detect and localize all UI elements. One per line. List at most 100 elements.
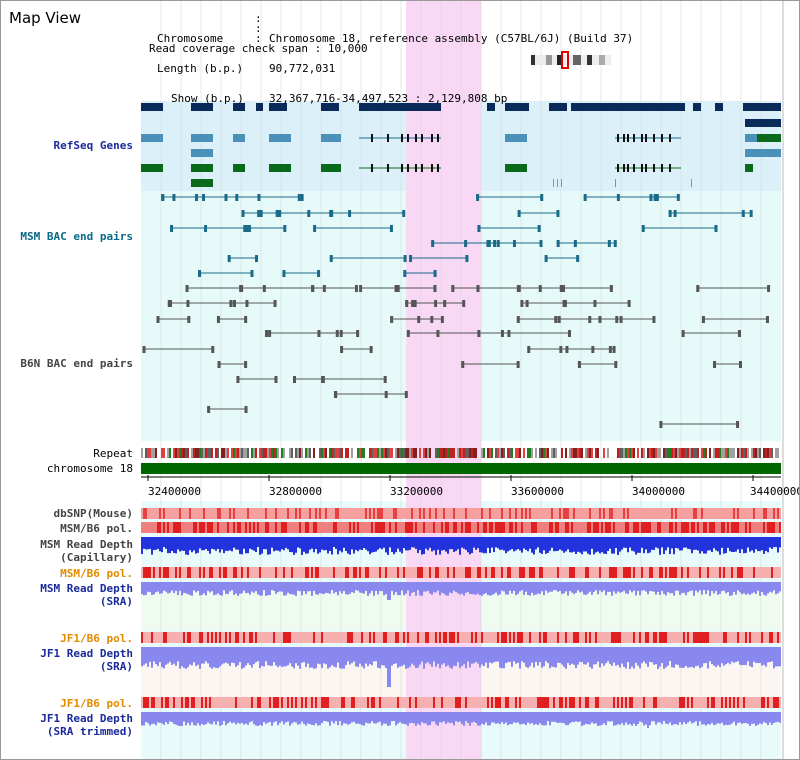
jf1-trim-depth bbox=[717, 712, 719, 724]
label-msm-b6-pol-2[interactable]: MSM/B6 pol. bbox=[60, 567, 133, 580]
msm-cap-depth bbox=[549, 537, 551, 551]
msm-pol-heat bbox=[643, 522, 645, 533]
msm-pol2-heat bbox=[749, 567, 751, 578]
label-b6n-bac[interactable]: B6N BAC end pairs bbox=[20, 357, 133, 370]
jf1-sra-depth bbox=[703, 647, 705, 664]
msm-cap-depth bbox=[515, 537, 517, 551]
dbsnp-heat bbox=[415, 508, 417, 519]
dbsnp-heat bbox=[335, 508, 337, 519]
jf1-sra-depth bbox=[681, 647, 683, 668]
msm-pol-heat bbox=[225, 522, 227, 533]
repeat-mark bbox=[483, 448, 485, 458]
jf1-trim-depth bbox=[371, 712, 373, 722]
repeat-mark bbox=[555, 448, 557, 458]
jf1-sra-depth bbox=[423, 647, 425, 669]
msm-pol-heat bbox=[253, 522, 255, 533]
jf1-trim-depth bbox=[403, 712, 405, 724]
dbsnp-heat bbox=[281, 508, 283, 519]
jf1-pol2-heat bbox=[289, 697, 291, 708]
msm-cap-depth bbox=[317, 537, 319, 554]
jf1-sra-depth bbox=[359, 647, 361, 664]
repeat-mark bbox=[437, 448, 439, 458]
msm-pol-heat bbox=[659, 522, 661, 533]
label-dbsnp[interactable]: dbSNP(Mouse) bbox=[53, 507, 133, 520]
msm-pol-heat bbox=[185, 522, 187, 533]
b6n-bac-pair-end bbox=[527, 346, 531, 353]
dbsnp-heat bbox=[707, 508, 709, 519]
label-jf1-b6-pol-1[interactable]: JF1/B6 pol. bbox=[60, 632, 133, 645]
label-msm-bac[interactable]: MSM BAC end pairs bbox=[20, 230, 133, 243]
label-msm-depth-sra-1[interactable]: MSM Read Depth bbox=[40, 582, 133, 595]
jf1-pol-heat bbox=[337, 632, 339, 643]
msm-pol-heat bbox=[399, 522, 401, 533]
jf1-pol-heat bbox=[625, 632, 627, 643]
jf1-sra-depth bbox=[379, 647, 381, 669]
label-jf1-depth-trim-1[interactable]: JF1 Read Depth bbox=[40, 712, 133, 725]
jf1-pol-heat bbox=[721, 632, 723, 643]
jf1-pol-heat bbox=[281, 632, 283, 643]
jf1-sra-depth bbox=[289, 647, 291, 664]
msm-pol2-heat bbox=[455, 567, 457, 578]
b6n-bac-pair-end bbox=[359, 285, 363, 292]
label-jf1-b6-pol-2[interactable]: JF1/B6 pol. bbox=[60, 697, 133, 710]
msm-pol-heat bbox=[363, 522, 365, 533]
label-refseq-genes[interactable]: RefSeq Genes bbox=[53, 139, 133, 152]
gene-exon bbox=[141, 103, 163, 111]
msm-bac-pair-end bbox=[241, 210, 245, 217]
b6n-bac-pair-end bbox=[565, 346, 569, 353]
msm-sra-depth bbox=[439, 582, 441, 596]
msm-sra-depth bbox=[779, 582, 781, 592]
msm-pol2-heat bbox=[603, 567, 605, 578]
jf1-pol2-heat bbox=[415, 697, 417, 708]
msm-pol2-heat bbox=[381, 567, 383, 578]
msm-cap-depth bbox=[415, 537, 417, 549]
jf1-sra-depth bbox=[727, 647, 729, 663]
label-msm-depth-cap-1[interactable]: MSM Read Depth bbox=[40, 538, 133, 551]
dbsnp-heat bbox=[495, 508, 497, 519]
msm-pol-heat bbox=[281, 522, 283, 533]
msm-pol-heat bbox=[681, 522, 683, 533]
label-repeat[interactable]: Repeat bbox=[93, 447, 133, 460]
jf1-trim-depth bbox=[501, 712, 503, 723]
dbsnp-heat bbox=[445, 508, 447, 519]
msm-pol2-heat bbox=[485, 567, 487, 578]
msm-pol2-heat bbox=[757, 567, 759, 578]
jf1-pol-heat bbox=[711, 632, 713, 643]
dbsnp-heat bbox=[731, 508, 733, 519]
msm-cap-depth bbox=[315, 537, 317, 550]
jf1-pol-heat bbox=[247, 632, 249, 643]
jf1-sra-depth bbox=[761, 647, 763, 666]
dbsnp-heat bbox=[621, 508, 623, 519]
jf1-sra-depth bbox=[251, 647, 253, 668]
jf1-pol2-heat bbox=[377, 697, 379, 708]
jf1-pol-heat bbox=[745, 632, 747, 643]
msm-sra-depth bbox=[493, 582, 495, 595]
gene-exon bbox=[371, 134, 373, 142]
jf1-trim-depth bbox=[679, 712, 681, 723]
jf1-trim-depth bbox=[343, 712, 345, 724]
msm-cap-depth bbox=[551, 537, 553, 548]
jf1-trim-depth bbox=[373, 712, 375, 724]
jf1-pol2-heat bbox=[513, 697, 515, 708]
jf1-sra-depth bbox=[229, 647, 231, 666]
jf1-pol2-heat bbox=[383, 697, 385, 708]
jf1-pol2-heat bbox=[349, 697, 351, 708]
msm-sra-depth bbox=[633, 582, 635, 591]
label-msm-b6-pol-1[interactable]: MSM/B6 pol. bbox=[60, 522, 133, 535]
jf1-sra-depth bbox=[723, 647, 725, 666]
b6n-bac-pair-end bbox=[229, 300, 233, 307]
label-jf1-depth-sra-1[interactable]: JF1 Read Depth bbox=[40, 647, 133, 660]
dbsnp-heat bbox=[711, 508, 713, 519]
msm-sra-depth bbox=[347, 582, 349, 595]
jf1-trim-depth bbox=[187, 712, 189, 723]
jf1-pol-heat bbox=[291, 632, 293, 643]
jf1-pol2-heat bbox=[557, 697, 559, 708]
repeat-mark bbox=[607, 448, 609, 458]
msm-cap-depth bbox=[367, 537, 369, 552]
jf1-pol-heat bbox=[673, 632, 675, 643]
jf1-pol-heat bbox=[689, 632, 691, 643]
jf1-trim-depth bbox=[751, 712, 753, 724]
jf1-trim-depth bbox=[427, 712, 429, 726]
msm-sra-depth bbox=[339, 582, 341, 592]
